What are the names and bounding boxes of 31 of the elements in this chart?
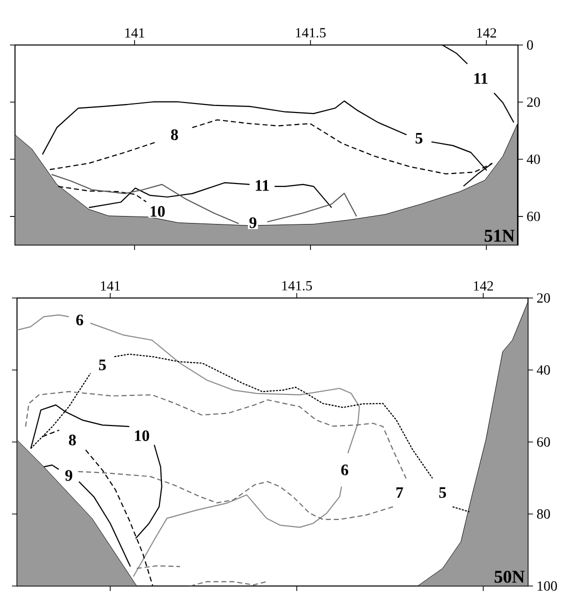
- series-label: 11: [474, 73, 488, 84]
- y-tick-label: 60: [537, 437, 550, 447]
- annotation: 51N: [484, 230, 515, 242]
- series-label: 9: [249, 217, 256, 228]
- series-label: 5: [99, 360, 106, 370]
- series-label: 5: [416, 132, 422, 144]
- series-label: 10: [150, 206, 165, 217]
- series-label: 9: [65, 470, 72, 481]
- x-tick-label: 141.5: [296, 28, 326, 38]
- series-label: 10: [135, 430, 150, 442]
- y-tick-label: 100: [538, 581, 557, 591]
- text: 5: [439, 487, 446, 498]
- y-tick-label: 60: [527, 212, 540, 222]
- series-label: 11: [256, 180, 269, 191]
- series-label: 6: [76, 314, 84, 326]
- annotation: 50N: [494, 570, 525, 583]
- x-tick-label: 142: [477, 28, 496, 38]
- x-tick-label: 141: [101, 281, 120, 290]
- y-tick-label: 0: [527, 40, 533, 50]
- y-tick-label: 40: [526, 154, 540, 164]
- series-label: 8: [68, 434, 76, 446]
- series-label: 8: [171, 129, 178, 140]
- series-label: 7: [396, 487, 404, 498]
- y-tick-label: 20: [527, 97, 540, 107]
- y-tick-label: 80: [537, 509, 550, 519]
- y-tick-label: 40: [536, 365, 550, 375]
- x-tick-label: 142: [474, 281, 493, 290]
- y-tick-label: 20: [537, 293, 550, 303]
- x-tick-label: 141: [125, 28, 144, 38]
- text: 6: [341, 464, 348, 476]
- x-tick-label: 141.5: [282, 281, 312, 290]
